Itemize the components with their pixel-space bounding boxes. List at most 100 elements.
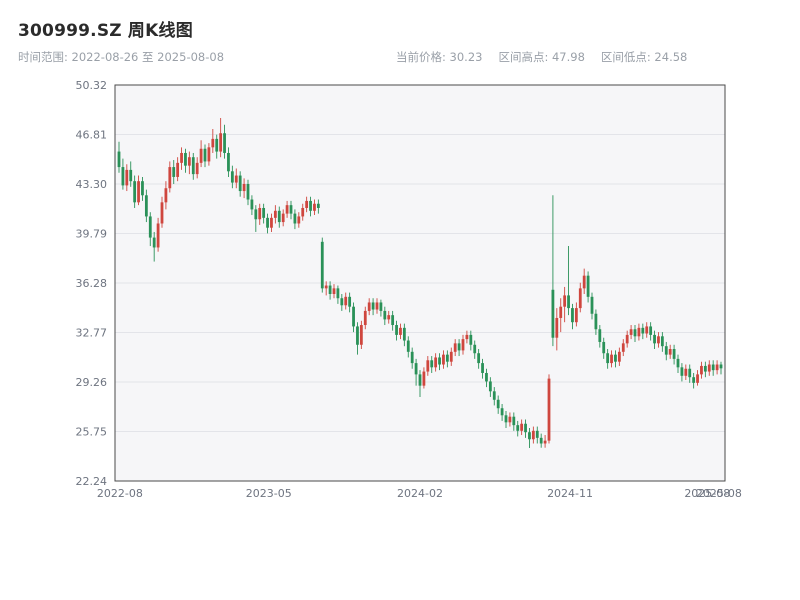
candle-body: [246, 184, 250, 200]
candle-body: [148, 216, 152, 238]
candle-body: [434, 357, 438, 368]
candle-body: [500, 408, 504, 416]
candle-body: [305, 200, 309, 208]
candle-body: [696, 374, 699, 383]
candle-body: [645, 326, 649, 334]
candle-body: [125, 169, 129, 186]
current-price-text: 当前价格: 30.23: [396, 50, 483, 64]
candle-body: [203, 148, 207, 162]
candle-body: [657, 336, 660, 344]
candle-body: [250, 199, 254, 210]
candle-body: [531, 430, 535, 440]
candle-body: [262, 207, 266, 218]
candle-body: [449, 351, 453, 362]
candle-body: [571, 308, 574, 323]
candle-body: [442, 354, 445, 365]
candle-body: [359, 325, 363, 345]
candle-body: [406, 340, 410, 352]
candle-body: [176, 162, 180, 177]
candle-body: [402, 327, 406, 341]
candle-body: [488, 381, 492, 392]
candle-body: [625, 334, 629, 344]
candle-body: [273, 210, 277, 218]
candle-body: [473, 344, 477, 354]
candle-body: [195, 162, 199, 175]
candle-body: [512, 416, 516, 426]
candle-body: [180, 152, 183, 163]
candle-body: [172, 167, 176, 177]
y-tick-label: 46.81: [76, 128, 108, 141]
candle-body: [320, 241, 324, 289]
candle-body: [602, 341, 606, 354]
candle-body: [137, 181, 140, 203]
range-high-text: 区间高点: 47.98: [498, 50, 585, 64]
candle-body: [633, 329, 637, 337]
x-tick-label: 2024-02: [397, 487, 443, 500]
candle-body: [574, 308, 578, 323]
candle-body: [637, 327, 641, 337]
candle-body: [567, 295, 570, 309]
y-tick-label: 22.24: [76, 475, 108, 488]
candle-body: [707, 364, 711, 372]
x-tick-label: 2023-05: [246, 487, 292, 500]
candle-body: [414, 363, 418, 375]
candle-body: [719, 364, 723, 369]
candle-body: [524, 423, 527, 433]
candle-body: [313, 203, 316, 211]
candle-body: [610, 354, 613, 364]
candle-body: [336, 288, 340, 299]
candle-body: [238, 175, 242, 192]
candle-body: [254, 209, 258, 220]
candle-body: [649, 326, 653, 335]
candle-body: [563, 295, 567, 307]
candle-body: [160, 202, 164, 224]
candle-body: [375, 302, 379, 310]
candle-body: [582, 275, 586, 289]
candle-body: [152, 237, 156, 248]
date-range-label: 时间范围: 2022-08-26 至 2025-08-08: [18, 50, 225, 64]
candle-body: [606, 353, 610, 364]
page-title: 300999.SZ 周K线图: [18, 21, 193, 41]
candle-body: [586, 275, 590, 297]
candle-body: [539, 437, 543, 444]
candle-body: [289, 205, 293, 214]
candle-body: [629, 329, 633, 335]
candle-body: [504, 415, 508, 423]
candle-body: [164, 188, 168, 203]
candle-body: [293, 213, 297, 224]
candle-body: [492, 391, 496, 400]
candle-body: [543, 440, 547, 444]
candle-body: [352, 306, 355, 327]
candle-body: [711, 364, 715, 371]
candle-body: [168, 167, 172, 189]
candle-body: [332, 288, 336, 294]
candle-body: [234, 175, 238, 183]
candle-body: [223, 133, 226, 153]
y-axis-labels: 50.32 46.81 43.30 39.79 36.28 32.77 29.26 25.75…: [76, 79, 108, 488]
candle-body: [469, 334, 473, 345]
candle-body: [555, 317, 559, 338]
candle-body: [340, 298, 344, 306]
candle-body: [199, 148, 203, 163]
y-tick-label: 43.30: [76, 178, 108, 191]
candle-body: [676, 358, 680, 368]
candle-body: [559, 306, 563, 318]
candles: [117, 118, 723, 448]
candle-body: [297, 216, 301, 224]
y-tick-label: 32.77: [76, 326, 108, 339]
candle-body: [207, 147, 211, 162]
candle-body: [356, 326, 359, 345]
candle-body: [664, 346, 668, 355]
candle-body: [399, 327, 402, 335]
candle-body: [621, 343, 625, 352]
candle-body: [535, 430, 539, 438]
candle-body: [141, 181, 144, 196]
candle-body: [551, 289, 555, 338]
candle-body: [598, 329, 602, 342]
candle-body: [219, 133, 223, 152]
x-tick-label: 2024-11: [547, 487, 593, 500]
candle-body: [230, 171, 234, 183]
candle-body: [324, 285, 328, 289]
candle-body: [684, 368, 688, 376]
